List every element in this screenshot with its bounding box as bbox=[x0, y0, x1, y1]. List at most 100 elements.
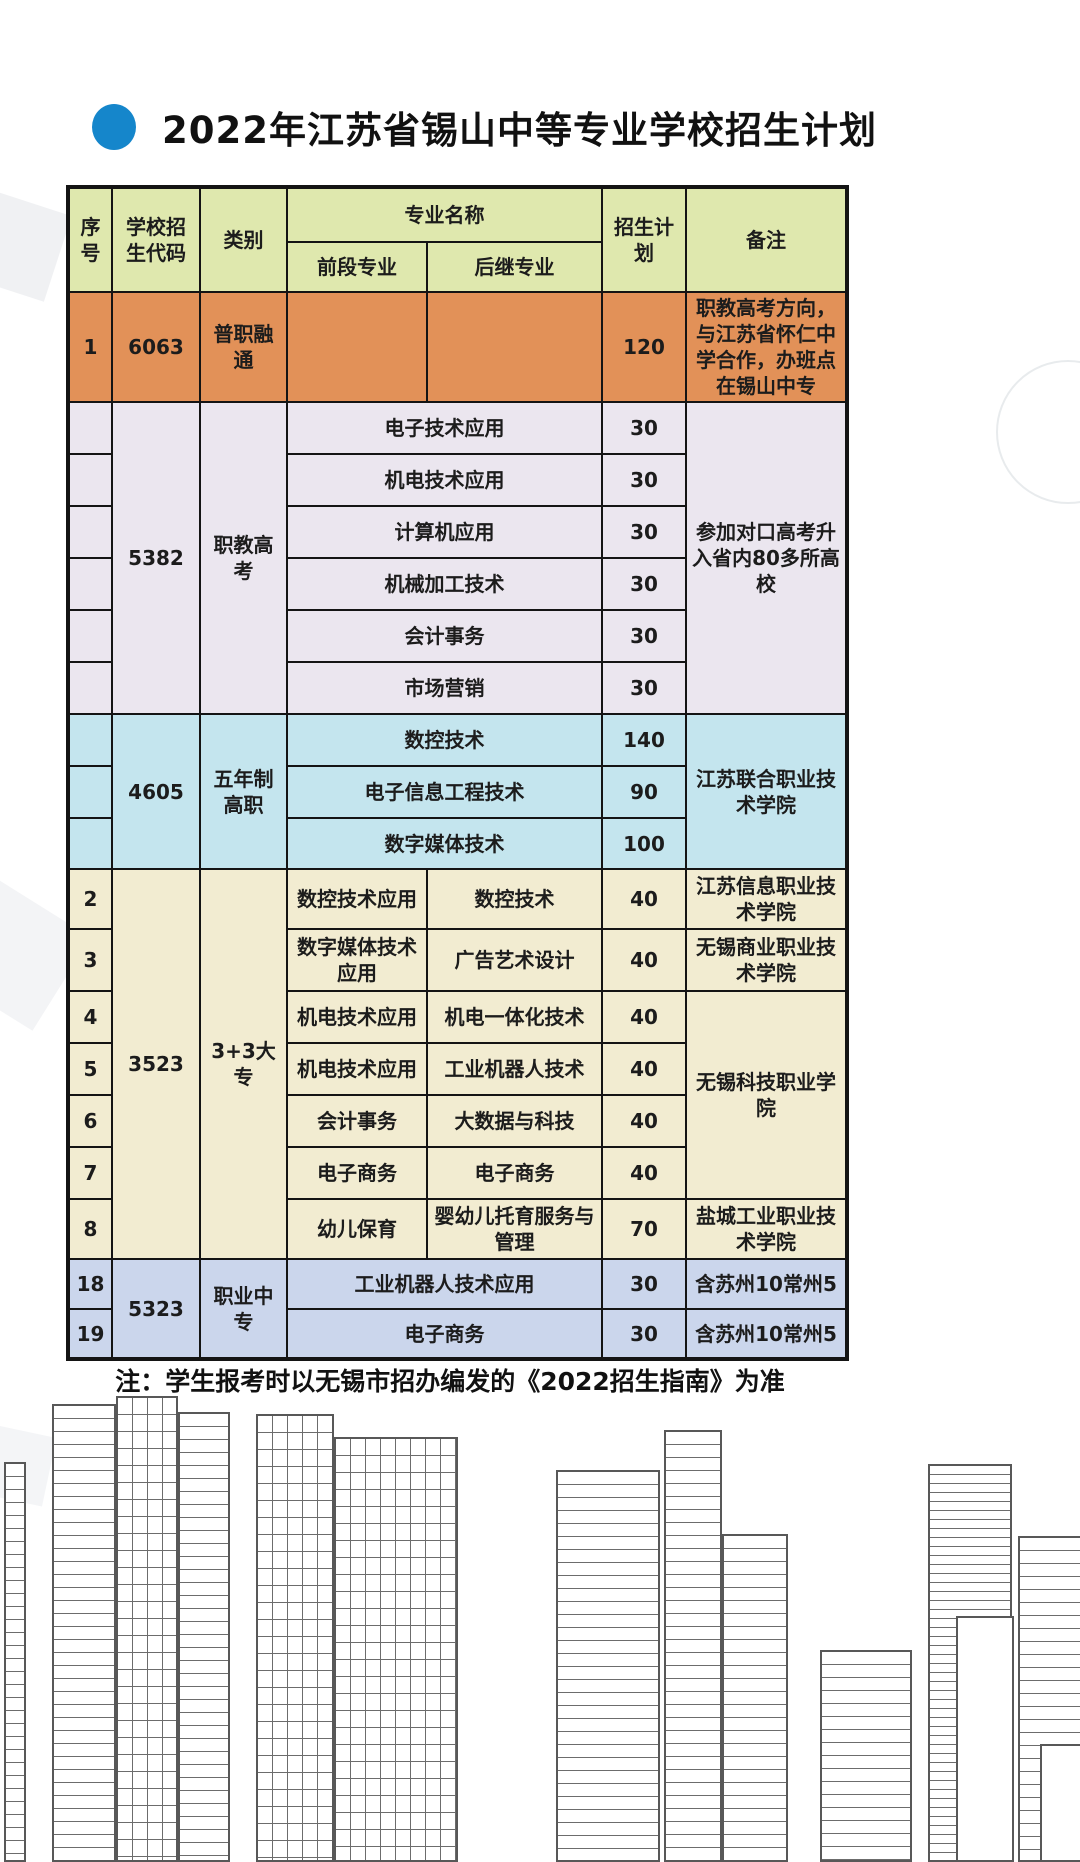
cell-seq: 2 bbox=[67, 868, 113, 930]
cell-major: 计算机应用 bbox=[286, 505, 603, 559]
blue-dot-icon bbox=[92, 104, 136, 150]
cell-seq: 5 bbox=[67, 1042, 113, 1096]
empty-cell bbox=[67, 817, 113, 870]
cell-remark: 无锡商业职业技术学院 bbox=[685, 928, 848, 992]
cell-remark: 江苏信息职业技术学院 bbox=[685, 868, 848, 930]
cell-major-front: 会计事务 bbox=[286, 1094, 428, 1148]
cell-plan: 30 bbox=[601, 1258, 687, 1310]
empty-cell bbox=[67, 713, 113, 767]
empty-cell bbox=[67, 609, 113, 663]
cell-seq: 6 bbox=[67, 1094, 113, 1148]
cell-major: 市场营销 bbox=[286, 661, 603, 715]
page-title: 2022年江苏省锡山中等专业学校招生计划 bbox=[162, 109, 877, 152]
city-skyline-illustration bbox=[0, 1392, 1080, 1862]
cell-major: 机械加工技术 bbox=[286, 557, 603, 611]
empty-cell bbox=[67, 401, 113, 455]
empty-cell bbox=[426, 291, 603, 403]
cell-category: 职业中专 bbox=[199, 1258, 288, 1360]
cell-seq: 7 bbox=[67, 1146, 113, 1200]
cell-plan: 30 bbox=[601, 401, 687, 455]
header-code: 学校招生代码 bbox=[111, 186, 201, 293]
header-major: 专业名称 bbox=[286, 186, 603, 243]
enrollment-table: 序号 学校招生代码 类别 专业名称 招生计划 备注 前段专业 后继专业 1 60… bbox=[66, 185, 849, 1361]
cell-seq: 1 bbox=[67, 291, 113, 403]
page-header: 2022年江苏省锡山中等专业学校招生计划 bbox=[92, 100, 877, 154]
cell-remark: 职教高考方向，与江苏省怀仁中学合作，办班点在锡山中专 bbox=[685, 291, 848, 403]
cell-seq: 18 bbox=[67, 1258, 113, 1310]
cell-plan: 70 bbox=[601, 1198, 687, 1260]
cell-seq: 4 bbox=[67, 990, 113, 1044]
header-major-next: 后继专业 bbox=[426, 241, 603, 293]
header-major-front: 前段专业 bbox=[286, 241, 428, 293]
cell-major: 电子信息工程技术 bbox=[286, 765, 603, 819]
cell-category: 职教高考 bbox=[199, 401, 288, 715]
cell-major: 数控技术 bbox=[286, 713, 603, 767]
cell-plan: 100 bbox=[601, 817, 687, 870]
cell-remark: 含苏州10常州5 bbox=[685, 1308, 848, 1360]
cell-remark: 江苏联合职业技术学院 bbox=[685, 713, 848, 870]
cell-major-next: 机电一体化技术 bbox=[426, 990, 603, 1044]
cell-remark: 参加对口高考升入省内80多所高校 bbox=[685, 401, 848, 715]
cell-remark: 含苏州10常州5 bbox=[685, 1258, 848, 1310]
empty-cell bbox=[67, 765, 113, 819]
cell-plan: 90 bbox=[601, 765, 687, 819]
cell-major-next: 工业机器人技术 bbox=[426, 1042, 603, 1096]
cell-major-front: 电子商务 bbox=[286, 1146, 428, 1200]
cell-code: 6063 bbox=[111, 291, 201, 403]
cell-plan: 30 bbox=[601, 453, 687, 507]
empty-cell bbox=[67, 557, 113, 611]
cell-plan: 30 bbox=[601, 557, 687, 611]
cell-plan: 30 bbox=[601, 1308, 687, 1360]
empty-cell bbox=[67, 661, 113, 715]
cell-major: 电子商务 bbox=[286, 1308, 603, 1360]
footnote: 注：学生报考时以无锡市招办编发的《2022招生指南》为准 bbox=[115, 1367, 785, 1396]
empty-cell bbox=[67, 505, 113, 559]
cell-major-next: 数控技术 bbox=[426, 868, 603, 930]
cell-plan: 120 bbox=[601, 291, 687, 403]
cell-major: 机电技术应用 bbox=[286, 453, 603, 507]
cell-plan: 40 bbox=[601, 1146, 687, 1200]
cell-major-front: 数字媒体技术应用 bbox=[286, 928, 428, 992]
empty-cell bbox=[286, 291, 428, 403]
cell-major: 工业机器人技术应用 bbox=[286, 1258, 603, 1310]
cell-plan: 40 bbox=[601, 868, 687, 930]
header-category: 类别 bbox=[199, 186, 288, 293]
watermark-shape bbox=[0, 188, 72, 302]
cell-major-next: 大数据与科技 bbox=[426, 1094, 603, 1148]
cell-seq: 8 bbox=[67, 1198, 113, 1260]
cell-plan: 40 bbox=[601, 1094, 687, 1148]
cell-major: 数字媒体技术 bbox=[286, 817, 603, 870]
header-plan: 招生计划 bbox=[601, 186, 687, 293]
cell-plan: 30 bbox=[601, 609, 687, 663]
cell-plan: 40 bbox=[601, 928, 687, 992]
cell-major-next: 婴幼儿托育服务与管理 bbox=[426, 1198, 603, 1260]
header-seq: 序号 bbox=[67, 186, 113, 293]
cell-code: 5382 bbox=[111, 401, 201, 715]
cell-code: 5323 bbox=[111, 1258, 201, 1360]
cell-plan: 40 bbox=[601, 1042, 687, 1096]
watermark-arc bbox=[996, 360, 1080, 504]
cell-seq: 3 bbox=[67, 928, 113, 992]
cell-major: 电子技术应用 bbox=[286, 401, 603, 455]
cell-major-front: 机电技术应用 bbox=[286, 990, 428, 1044]
cell-major: 会计事务 bbox=[286, 609, 603, 663]
cell-major-front: 机电技术应用 bbox=[286, 1042, 428, 1096]
cell-plan: 30 bbox=[601, 505, 687, 559]
cell-remark: 盐城工业职业技术学院 bbox=[685, 1198, 848, 1260]
cell-remark: 无锡科技职业学院 bbox=[685, 990, 848, 1200]
header-remark: 备注 bbox=[685, 186, 848, 293]
cell-category: 五年制高职 bbox=[199, 713, 288, 870]
cell-plan: 40 bbox=[601, 990, 687, 1044]
cell-plan: 140 bbox=[601, 713, 687, 767]
cell-code: 4605 bbox=[111, 713, 201, 870]
cell-code: 3523 bbox=[111, 868, 201, 1260]
cell-plan: 30 bbox=[601, 661, 687, 715]
empty-cell bbox=[67, 453, 113, 507]
cell-major-front: 幼儿保育 bbox=[286, 1198, 428, 1260]
cell-major-front: 数控技术应用 bbox=[286, 868, 428, 930]
cell-category: 普职融通 bbox=[199, 291, 288, 403]
cell-major-next: 广告艺术设计 bbox=[426, 928, 603, 992]
cell-category: 3+3大专 bbox=[199, 868, 288, 1260]
cell-major-next: 电子商务 bbox=[426, 1146, 603, 1200]
